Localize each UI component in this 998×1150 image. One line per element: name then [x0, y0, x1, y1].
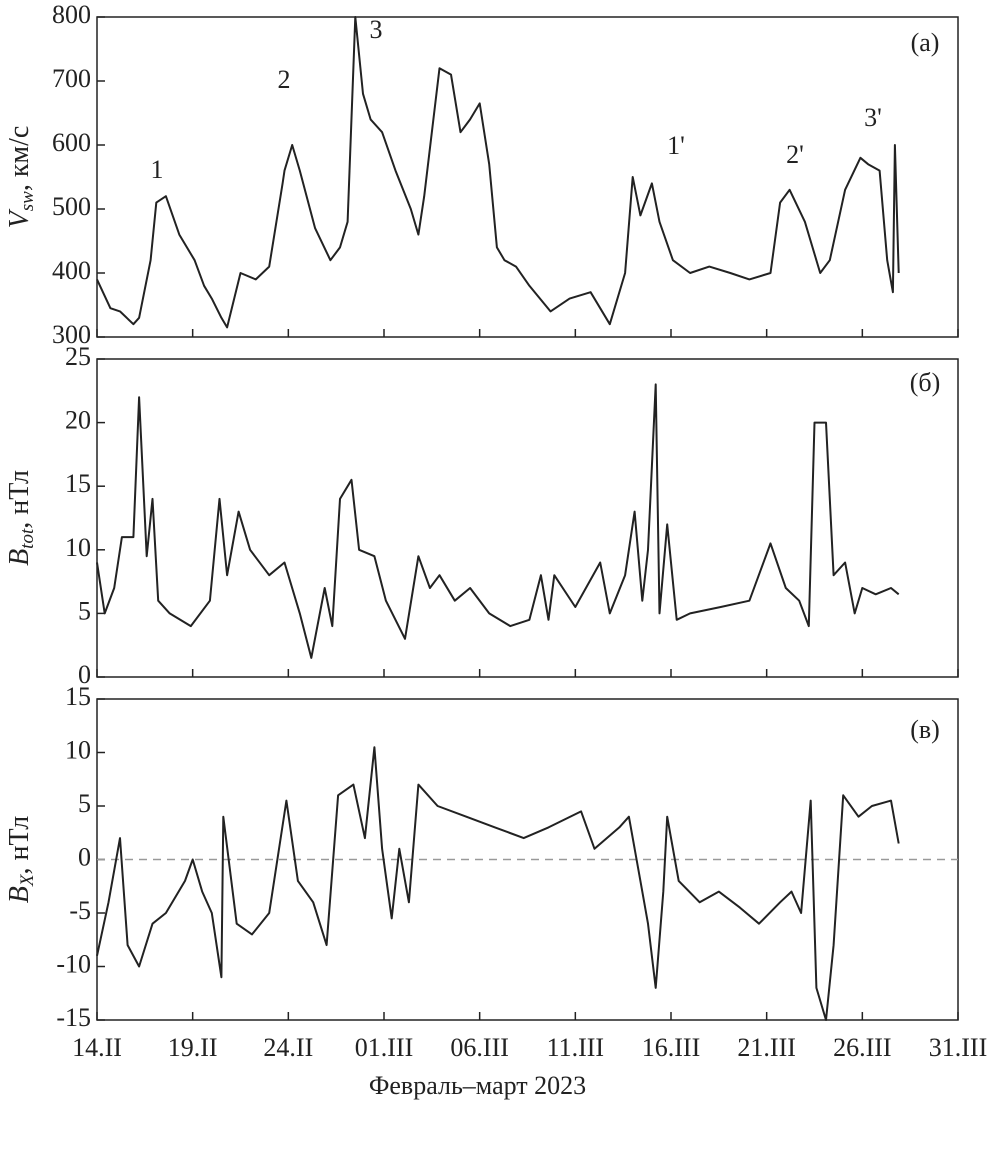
y-label-subscript: tot — [17, 528, 38, 549]
peak-annotation: 3' — [864, 103, 882, 132]
y-axis-label: Vsw, км/с — [4, 126, 38, 229]
y-tick-label: 15 — [65, 682, 91, 711]
x-tick-label: 11.III — [547, 1033, 605, 1062]
peak-annotation: 1 — [151, 155, 164, 184]
y-label-subscript: X — [17, 873, 38, 887]
y-label-symbol: B — [4, 549, 35, 566]
x-tick-label: 16.III — [642, 1033, 700, 1062]
y-tick-label: -15 — [56, 1003, 91, 1032]
y-tick-label: 5 — [78, 596, 91, 625]
y-tick-label: 0 — [78, 842, 91, 871]
x-tick-label: 14.II — [72, 1033, 122, 1062]
y-tick-label: 10 — [65, 533, 91, 562]
y-tick-label: 20 — [65, 406, 91, 435]
y-tick-label: 5 — [78, 789, 91, 818]
y-label-symbol: B — [4, 886, 35, 903]
x-tick-label: 19.II — [168, 1033, 218, 1062]
data-line — [96, 383, 900, 659]
y-label-subscript: sw — [17, 191, 38, 211]
y-tick-label: 15 — [65, 469, 91, 498]
y-tick-label: 800 — [52, 0, 91, 29]
y-label-unit: , нТл — [4, 816, 35, 875]
plot-frame — [96, 16, 959, 338]
panel-label: (б) — [910, 368, 941, 397]
y-axis-label: BX, нТл — [4, 816, 38, 903]
y-tick-label: 25 — [65, 342, 91, 371]
peak-annotation: 2' — [786, 140, 804, 169]
y-tick-label: 600 — [52, 128, 91, 157]
y-axis-label: Btot, нТл — [4, 470, 38, 566]
y-tick-label: 700 — [52, 64, 91, 93]
y-label-unit: , км/с — [4, 126, 35, 192]
panel-label: (а) — [911, 28, 940, 57]
y-tick-label: 300 — [52, 320, 91, 349]
x-tick-label: 01.III — [355, 1033, 413, 1062]
x-axis-label: Февраль–март 2023 — [369, 1071, 586, 1100]
peak-annotation: 3 — [370, 15, 383, 44]
y-tick-label: 500 — [52, 192, 91, 221]
x-tick-label: 21.III — [737, 1033, 795, 1062]
y-tick-label: 400 — [52, 256, 91, 285]
plot-frame — [96, 358, 959, 678]
y-label-unit: , нТл — [4, 470, 35, 529]
data-line — [96, 746, 900, 1021]
x-tick-label: 24.II — [263, 1033, 313, 1062]
x-tick-label: 31.III — [929, 1033, 987, 1062]
peak-annotation: 2 — [278, 65, 291, 94]
peak-annotation: 1' — [667, 131, 685, 160]
y-tick-label: -5 — [69, 896, 91, 925]
x-tick-label: 06.III — [450, 1033, 508, 1062]
y-tick-label: 0 — [78, 660, 91, 689]
data-line — [96, 16, 900, 329]
y-tick-label: -10 — [56, 949, 91, 978]
panel-label: (в) — [910, 715, 940, 744]
x-tick-label: 26.III — [833, 1033, 891, 1062]
y-label-symbol: V — [4, 208, 35, 228]
y-tick-label: 10 — [65, 735, 91, 764]
